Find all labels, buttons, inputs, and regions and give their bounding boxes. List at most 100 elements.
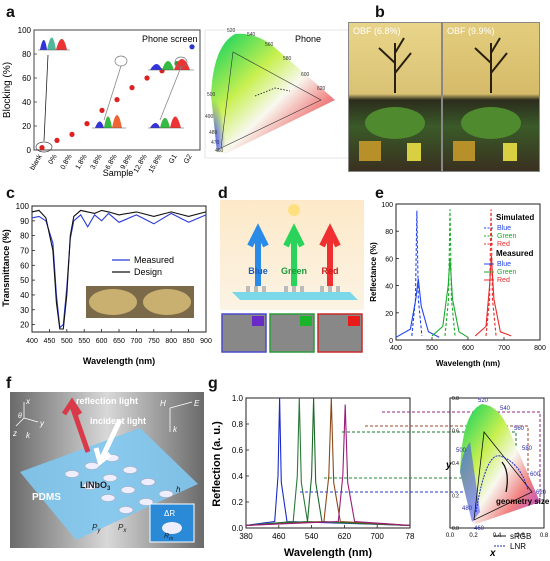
cie-wavelength-label: 600: [301, 72, 310, 78]
lens-left: [89, 289, 137, 315]
label-green: Green: [281, 266, 307, 276]
photo-obf-6-8: OBF (6.8%): [348, 22, 442, 172]
label-red: Red: [321, 266, 338, 276]
cie-y-tick-label: 0.8: [452, 396, 459, 402]
y-tick-label: 0: [27, 146, 32, 155]
x-tick-label: 700: [371, 532, 385, 541]
arrow-red: [319, 223, 341, 286]
y-tick-label: 60: [22, 74, 31, 83]
y-tick-label: 70: [20, 246, 29, 255]
panel-e-chart: 0 20 40 60 80 100 400 500 600 700 800 Reflectance…: [369, 202, 546, 368]
x-tick-label: 500: [426, 345, 438, 352]
y-tick-label: 20: [385, 311, 393, 318]
axis-y: y: [39, 419, 45, 428]
data-point: [39, 145, 45, 151]
panel-label-c: c: [6, 185, 15, 202]
axis-k: k: [26, 431, 31, 440]
reflection-peak-line: [245, 404, 411, 526]
x-tick-label: G1: [168, 153, 179, 165]
panel-label-a: a: [6, 4, 15, 21]
axis-h-field: H: [160, 399, 166, 408]
srgb-triangle: [473, 430, 533, 521]
x-tick-label: 900: [200, 338, 212, 345]
x-tick-label: 750: [148, 338, 160, 345]
legend-srgb: sRGB: [510, 532, 531, 541]
cie-ylabel: y: [445, 460, 452, 471]
cie-x-tick-label: 0.2: [469, 533, 478, 539]
axis-theta: θ: [18, 413, 22, 420]
panel-label-b: b: [375, 4, 385, 21]
label-blue: Blue: [248, 266, 268, 276]
simulated-line-red: [485, 209, 497, 336]
x-tick-label: 540: [305, 532, 319, 541]
cie-x-tick-label: 0.8: [540, 533, 549, 539]
x-tick-label: 500: [61, 338, 73, 345]
plant-silhouette: [359, 37, 425, 161]
panel-f-schematic: reflection light incident light LiNbO3 P…: [10, 392, 204, 548]
label-dr: ΔR: [164, 509, 175, 518]
pdms-slab: [20, 428, 198, 540]
cie-wavelength-label: 600: [530, 472, 541, 478]
data-point: [54, 137, 60, 143]
cie-wavelength-label: 540: [500, 406, 511, 412]
y-tick-label: 0: [389, 338, 393, 345]
y-tick-label: 50: [20, 276, 29, 285]
cie-wavelength-label: 460: [215, 148, 224, 154]
panel-label-f: f: [6, 375, 12, 392]
plant-silhouette: [453, 37, 521, 161]
panel-e-ylabel: Reflectance (%): [369, 242, 378, 302]
reflection-arrow: [61, 397, 91, 453]
x-tick-label: 400: [390, 345, 402, 352]
y-tick-label: 90: [20, 217, 29, 226]
x-tick-label: 620: [338, 532, 352, 541]
panel-a-inset-title: Phone screen: [142, 34, 198, 44]
panel-g-ylabel: Reflection (a. u.): [211, 421, 223, 507]
panel-g-xlabel: Wavelength (nm): [284, 547, 373, 558]
y-tick-label: 20: [20, 321, 29, 330]
x-tick-label: 1.8%: [75, 154, 89, 171]
cie-y-tick-label: 0.0: [452, 526, 459, 532]
axis-z: z: [12, 429, 17, 438]
x-tick-label: 400: [26, 338, 38, 345]
cie-wavelength-label: 620: [317, 86, 326, 92]
reflection-peak-line: [245, 397, 411, 526]
legend-sim-green: Green: [497, 233, 517, 240]
legend-design: Design: [134, 267, 162, 277]
data-point: [84, 121, 90, 127]
cie-wavelength-label: 620: [536, 490, 547, 496]
x-tick-label: 12.8%: [133, 154, 149, 175]
legend-meas-blue: Blue: [497, 261, 511, 268]
x-tick-label: 450: [44, 338, 56, 345]
axis-x: x: [25, 397, 31, 406]
panel-a-ylabel: Blocking (%): [2, 62, 13, 118]
panel-c-chart: 20 30 40 50 60 70 80 90 100 400 450 500 550 600 650 70…: [1, 202, 212, 366]
cie-wavelength-label: 490: [205, 114, 214, 120]
x-tick-label: 0%: [48, 154, 59, 166]
y-tick-label: 0.2: [232, 498, 244, 507]
label-substrate: PDMS: [32, 492, 61, 503]
label-reflection-light: reflection light: [76, 396, 138, 406]
swatch-blue: [252, 316, 264, 326]
cie-wavelength-label: 560: [265, 42, 274, 48]
legend-simulated-title: Simulated: [496, 213, 534, 222]
axes-right: [169, 401, 193, 432]
x-tick-label: 460: [272, 532, 286, 541]
simulated-line-green: [444, 209, 456, 336]
cie-xlabel: x: [489, 548, 496, 558]
panel-a-xlabel: Sample: [103, 168, 134, 178]
photo-obf-9-9: OBF (9.9%): [442, 22, 540, 172]
photo-tag-right: OBF (9.9%): [447, 26, 495, 36]
panel-g-cie-frame: [449, 397, 545, 529]
panel-d-schematic: Blue Green Red: [220, 200, 364, 353]
x-tick-label: 650: [113, 338, 125, 345]
x-tick-label: 600: [462, 345, 474, 352]
data-point: [129, 85, 135, 91]
data-point: [144, 75, 150, 81]
cie-horseshoe: [211, 33, 335, 154]
legend-meas-green: Green: [497, 269, 517, 276]
incident-arrow: [93, 418, 123, 467]
y-tick-label: 1.0: [232, 394, 244, 403]
y-tick-label: 40: [385, 284, 393, 291]
panel-e-xlabel: Wavelength (nm): [436, 359, 500, 368]
